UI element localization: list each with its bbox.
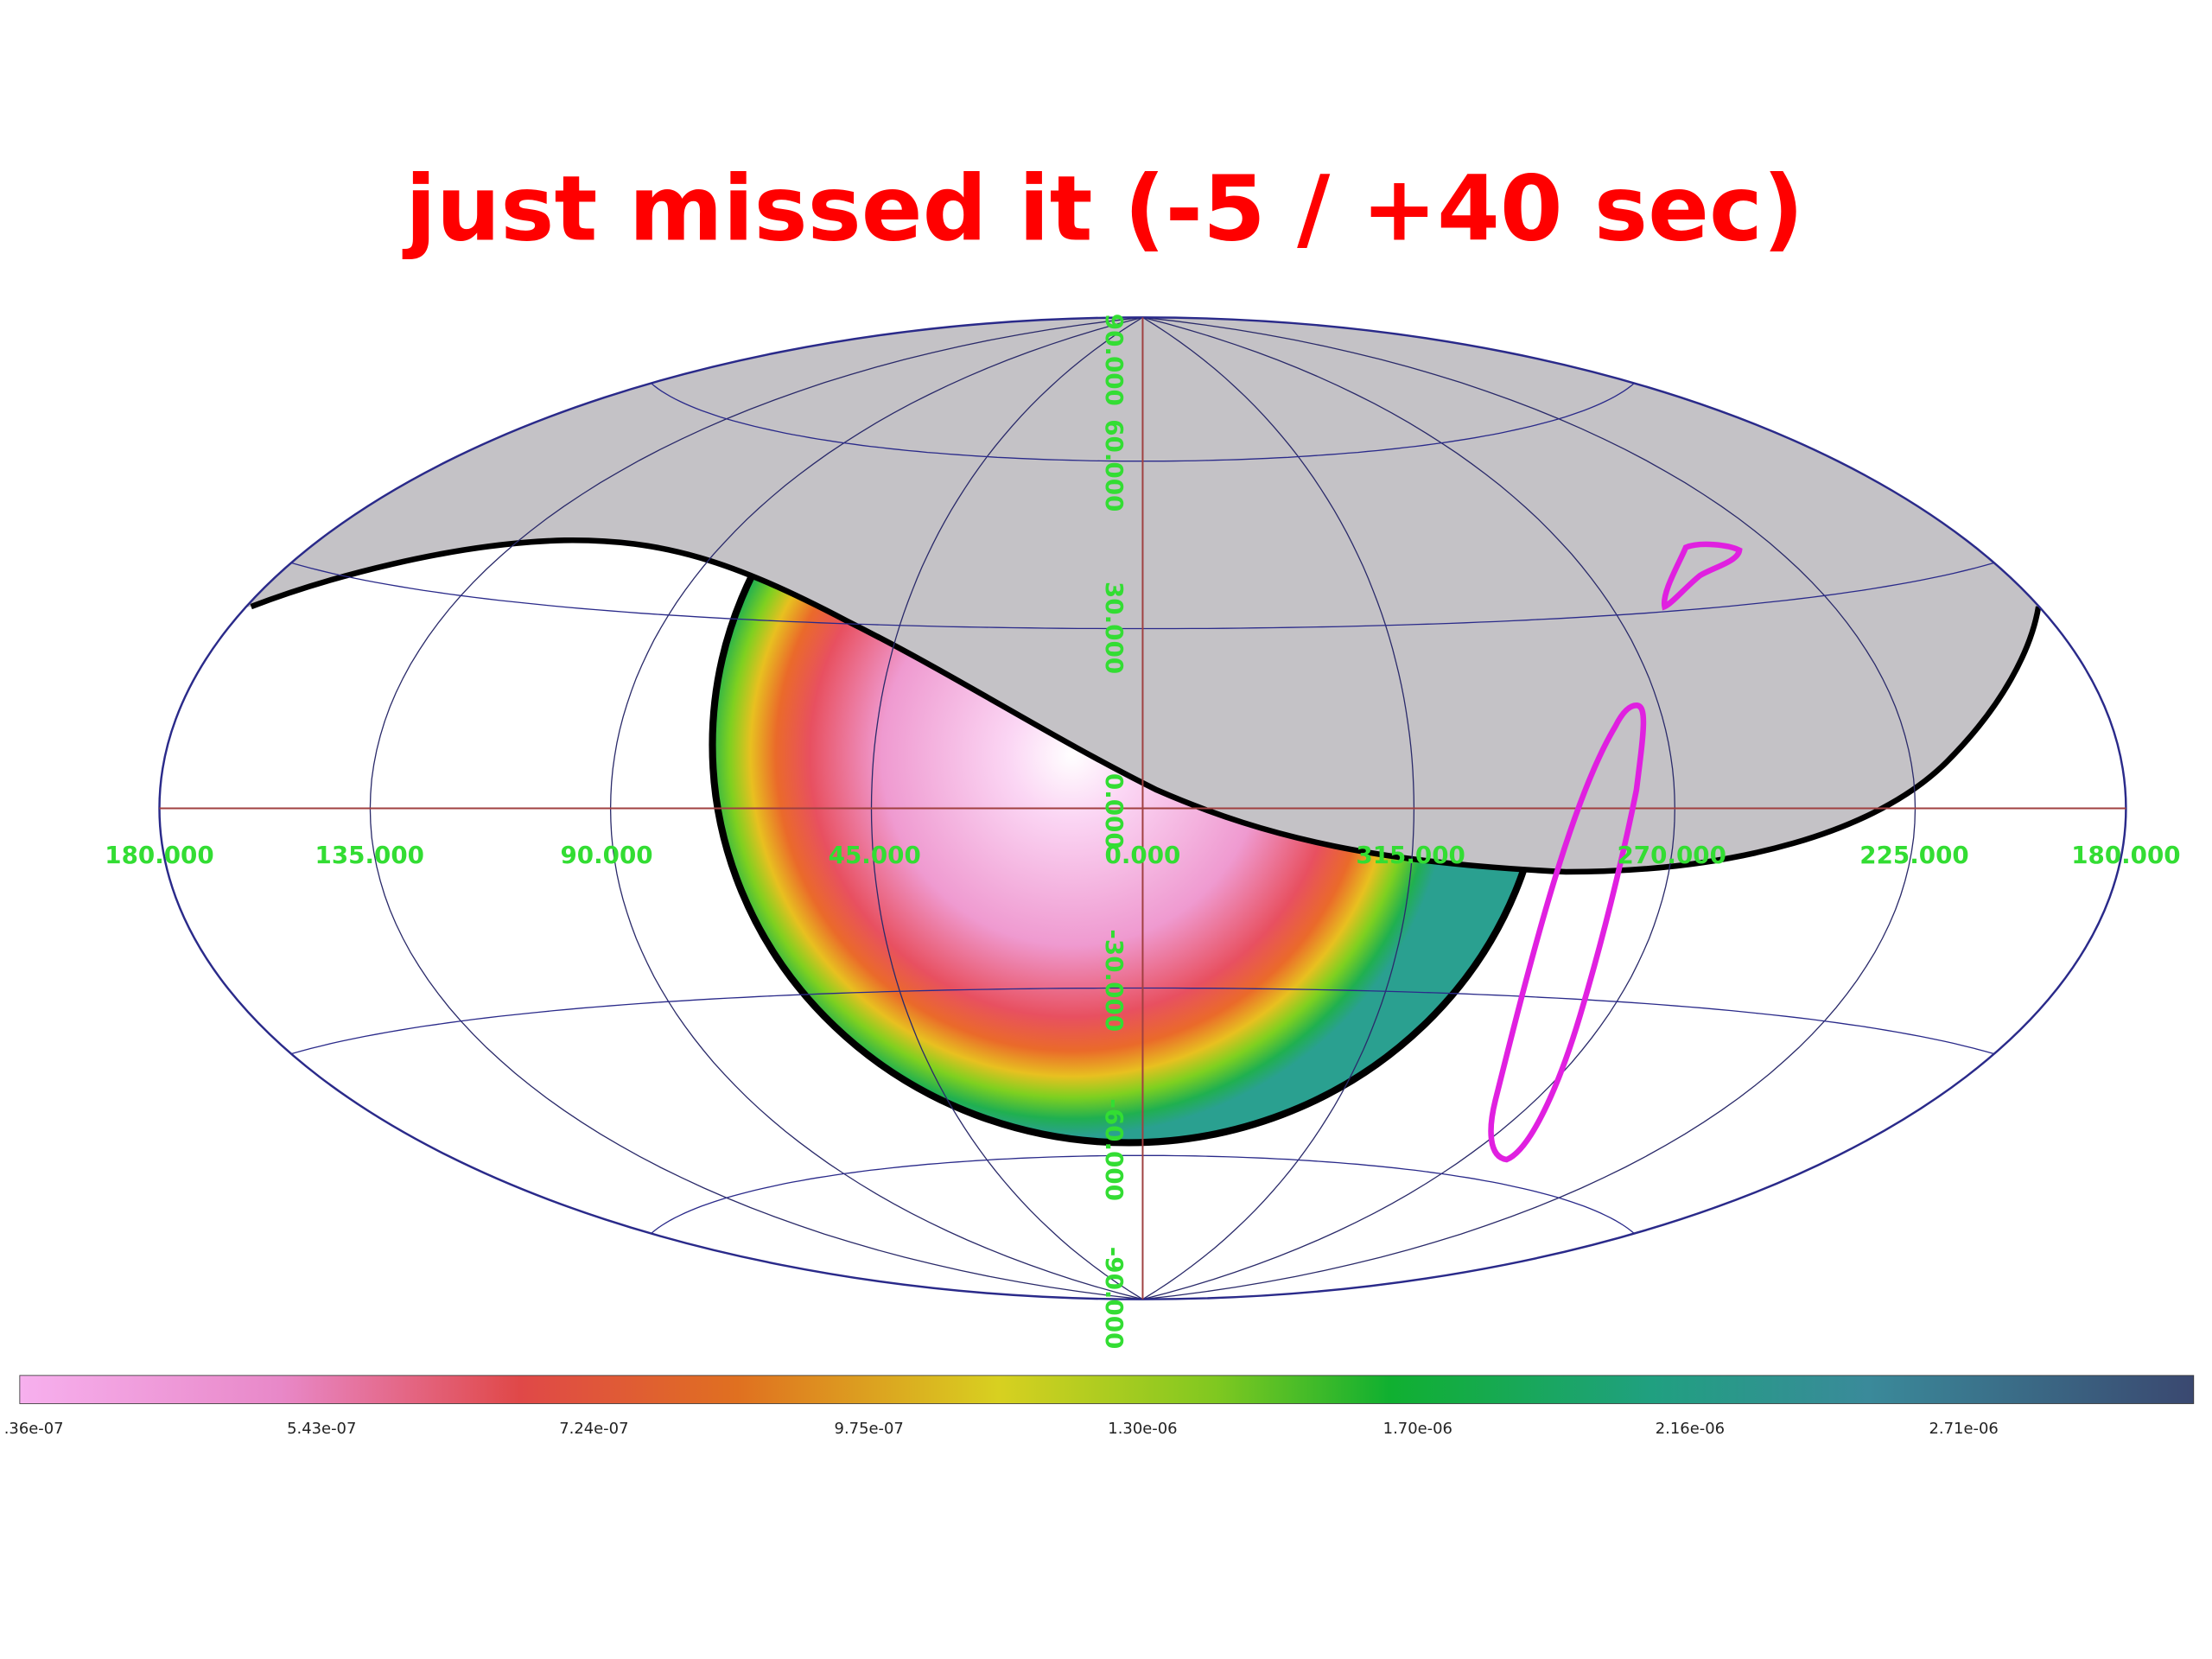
contour-large xyxy=(1488,702,1647,1163)
longitude-label: 180.000 xyxy=(105,841,213,869)
latitude-label: 30.000 xyxy=(1100,582,1128,674)
axis-labels: 180.000 135.000 90.000 45.000 0.000 315.000 27… xyxy=(105,314,2180,1350)
contour-small xyxy=(1661,541,1743,611)
colorbar-label: 7.24e-07 xyxy=(559,1420,628,1438)
title: just missed it (-5 / +40 sec) xyxy=(402,156,1804,262)
colorbar-label: 1.70e-06 xyxy=(1383,1420,1452,1438)
latitude-label: -30.000 xyxy=(1100,929,1128,1032)
longitude-label: 135.000 xyxy=(315,841,424,869)
colorbar-label: 2.16e-06 xyxy=(1656,1420,1725,1438)
colorbar-label: 5.43e-07 xyxy=(287,1420,356,1438)
latitude-label: 90.000 xyxy=(1100,314,1128,406)
longitude-label: 315.000 xyxy=(1356,841,1465,869)
colorbar-label: 1.30e-06 xyxy=(1108,1420,1177,1438)
longitude-label: 180.000 xyxy=(2071,841,2180,869)
colorbar-label: .36e-07 xyxy=(4,1420,64,1438)
longitude-label: 90.000 xyxy=(560,841,652,869)
occultation-boundary xyxy=(250,537,2042,875)
latitude-label: 0.000 xyxy=(1100,773,1128,849)
colorbar-label: 2.71e-06 xyxy=(1929,1420,1999,1438)
longitude-label: 225.000 xyxy=(1859,841,1968,869)
occulted-region xyxy=(159,317,2126,872)
longitude-label: 0.000 xyxy=(1105,841,1181,869)
colorbar-labels: .36e-07 5.43e-07 7.24e-07 9.75e-07 1.30e-06 1… xyxy=(4,1420,1999,1438)
latitude-label: 60.000 xyxy=(1100,419,1128,512)
longitude-label: 45.000 xyxy=(829,841,921,869)
colorbar-label: 9.75e-07 xyxy=(835,1420,904,1438)
latitude-label: -60.000 xyxy=(1100,1098,1128,1201)
latitude-label: -90.000 xyxy=(1100,1247,1128,1350)
colorbar xyxy=(19,1375,2195,1404)
longitude-label: 270.000 xyxy=(1617,841,1726,869)
